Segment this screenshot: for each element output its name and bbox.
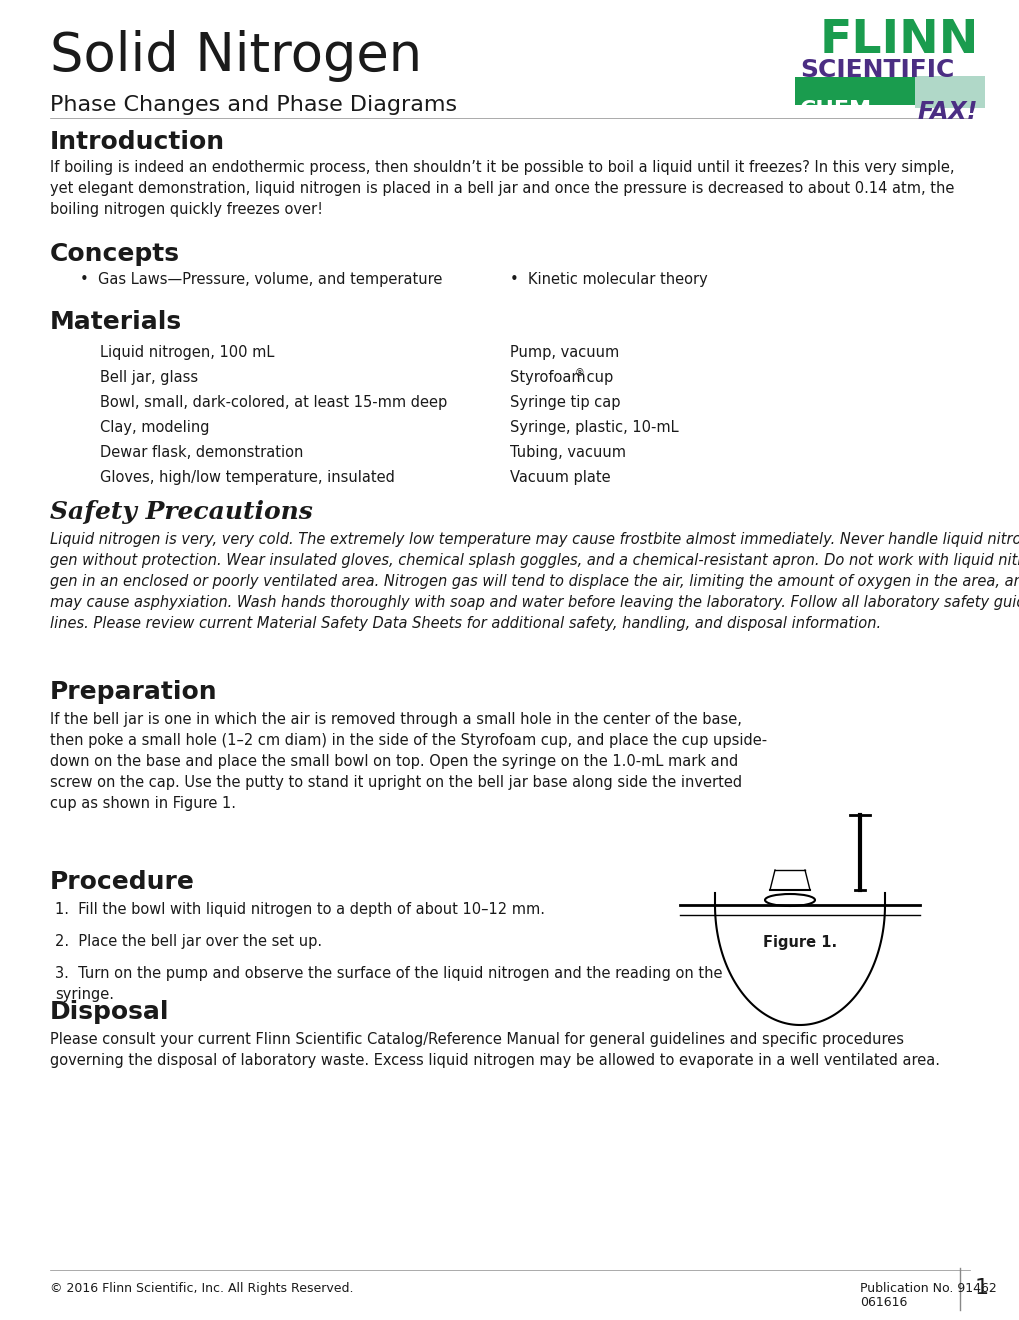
- Text: Dewar flask, demonstration: Dewar flask, demonstration: [100, 445, 303, 459]
- Text: Please consult your current Flinn Scientific Catalog/Reference Manual for genera: Please consult your current Flinn Scient…: [50, 1032, 940, 1068]
- Text: © 2016 Flinn Scientific, Inc. All Rights Reserved.: © 2016 Flinn Scientific, Inc. All Rights…: [50, 1282, 354, 1295]
- Text: Tubing, vacuum: Tubing, vacuum: [510, 445, 626, 459]
- Text: Styrofoam: Styrofoam: [510, 370, 585, 385]
- Text: If boiling is indeed an endothermic process, then shouldn’t it be possible to bo: If boiling is indeed an endothermic proc…: [50, 160, 954, 216]
- Text: Figure 1.: Figure 1.: [762, 935, 837, 950]
- Text: Gloves, high/low temperature, insulated: Gloves, high/low temperature, insulated: [100, 470, 394, 484]
- Text: 1.  Fill the bowl with liquid nitrogen to a depth of about 10–12 mm.: 1. Fill the bowl with liquid nitrogen to…: [55, 902, 544, 917]
- Text: Clay, modeling: Clay, modeling: [100, 420, 209, 436]
- Text: ®: ®: [575, 368, 584, 378]
- Text: SCIENTIFIC: SCIENTIFIC: [799, 58, 954, 82]
- Text: •  Gas Laws—Pressure, volume, and temperature: • Gas Laws—Pressure, volume, and tempera…: [79, 272, 442, 286]
- Text: 3.  Turn on the pump and observe the surface of the liquid nitrogen and the read: 3. Turn on the pump and observe the surf…: [55, 966, 721, 1002]
- Text: Safety Precautions: Safety Precautions: [50, 500, 313, 524]
- Text: Syringe, plastic, 10-mL: Syringe, plastic, 10-mL: [510, 420, 678, 436]
- Text: •  Kinetic molecular theory: • Kinetic molecular theory: [510, 272, 707, 286]
- Text: Pump, vacuum: Pump, vacuum: [510, 345, 619, 360]
- Text: Preparation: Preparation: [50, 680, 217, 704]
- Text: Solid Nitrogen: Solid Nitrogen: [50, 30, 422, 82]
- Text: Concepts: Concepts: [50, 242, 179, 267]
- Text: 1: 1: [974, 1278, 988, 1298]
- Text: Liquid nitrogen is very, very cold. The extremely low temperature may cause fros: Liquid nitrogen is very, very cold. The …: [50, 532, 1019, 631]
- Text: 061616: 061616: [859, 1296, 907, 1309]
- Text: Bowl, small, dark-colored, at least 15-mm deep: Bowl, small, dark-colored, at least 15-m…: [100, 395, 446, 411]
- Text: Procedure: Procedure: [50, 870, 195, 894]
- Text: Publication No. 91462: Publication No. 91462: [859, 1282, 996, 1295]
- Text: FAX!: FAX!: [917, 100, 977, 124]
- Text: cup: cup: [582, 370, 612, 385]
- Text: 2.  Place the bell jar over the set up.: 2. Place the bell jar over the set up.: [55, 935, 322, 949]
- Text: Phase Changes and Phase Diagrams: Phase Changes and Phase Diagrams: [50, 95, 457, 115]
- Text: If the bell jar is one in which the air is removed through a small hole in the c: If the bell jar is one in which the air …: [50, 711, 766, 810]
- FancyBboxPatch shape: [914, 77, 984, 108]
- FancyBboxPatch shape: [794, 77, 914, 106]
- Text: Liquid nitrogen, 100 mL: Liquid nitrogen, 100 mL: [100, 345, 274, 360]
- Text: CHEM: CHEM: [799, 100, 871, 120]
- Text: FLINN: FLINN: [819, 18, 978, 63]
- Text: Introduction: Introduction: [50, 129, 225, 154]
- Text: Vacuum plate: Vacuum plate: [510, 470, 610, 484]
- Text: Disposal: Disposal: [50, 1001, 169, 1024]
- Text: Materials: Materials: [50, 310, 182, 334]
- Text: Syringe tip cap: Syringe tip cap: [510, 395, 620, 411]
- Text: Bell jar, glass: Bell jar, glass: [100, 370, 198, 385]
